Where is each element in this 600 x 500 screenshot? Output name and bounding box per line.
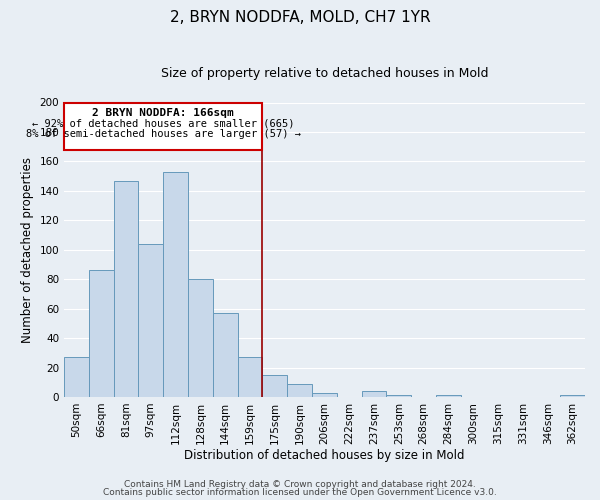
Y-axis label: Number of detached properties: Number of detached properties	[21, 156, 34, 342]
Bar	[287, 384, 312, 397]
Text: 2, BRYN NODDFA, MOLD, CH7 1YR: 2, BRYN NODDFA, MOLD, CH7 1YR	[170, 10, 430, 25]
X-axis label: Distribution of detached houses by size in Mold: Distribution of detached houses by size …	[184, 450, 465, 462]
Text: Contains public sector information licensed under the Open Government Licence v3: Contains public sector information licen…	[103, 488, 497, 497]
Bar	[213, 313, 238, 397]
Text: ← 92% of detached houses are smaller (665): ← 92% of detached houses are smaller (66…	[32, 118, 295, 128]
Bar	[312, 392, 337, 397]
Bar	[436, 396, 461, 397]
Bar	[238, 357, 262, 397]
Text: 8% of semi-detached houses are larger (57) →: 8% of semi-detached houses are larger (5…	[26, 129, 301, 139]
Bar	[262, 375, 287, 397]
Bar	[362, 391, 386, 397]
FancyBboxPatch shape	[64, 102, 262, 150]
Text: 2 BRYN NODDFA: 166sqm: 2 BRYN NODDFA: 166sqm	[92, 108, 234, 118]
Bar	[560, 396, 585, 397]
Bar	[188, 279, 213, 397]
Bar	[113, 180, 139, 397]
Bar	[64, 357, 89, 397]
Bar	[163, 172, 188, 397]
Bar	[89, 270, 113, 397]
Bar	[139, 244, 163, 397]
Bar	[386, 396, 412, 397]
Title: Size of property relative to detached houses in Mold: Size of property relative to detached ho…	[161, 68, 488, 80]
Text: Contains HM Land Registry data © Crown copyright and database right 2024.: Contains HM Land Registry data © Crown c…	[124, 480, 476, 489]
